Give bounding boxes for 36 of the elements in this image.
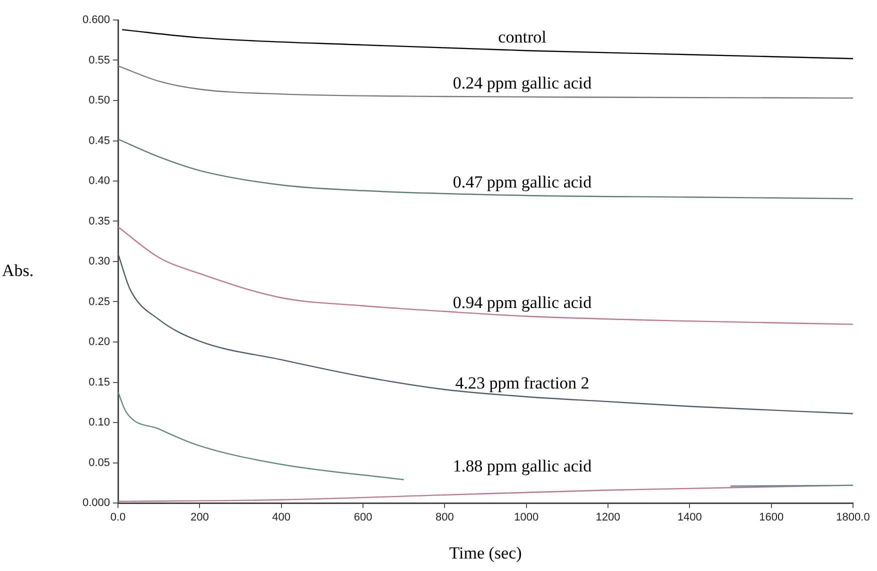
line-series (121, 29, 853, 60)
line-series (118, 252, 853, 414)
series-label: control (498, 28, 547, 47)
y-tick-label: 0.40 (88, 175, 110, 188)
x-tick-label: 1000 (514, 512, 539, 524)
y-tick-label: 0.35 (88, 215, 110, 228)
text: 1.88 ppm gallic acid (452, 456, 592, 476)
x-tick-label: 1600 (759, 512, 784, 524)
x-axis-title: Time (sec) (449, 543, 522, 562)
x-tick-label: 200 (190, 512, 209, 524)
y-tick-label: 0.45 (88, 134, 110, 147)
series-label: 0.94 ppm gallic acid (452, 293, 592, 312)
x-tick-label: 800 (435, 512, 454, 524)
y-tick-label: 0.20 (88, 336, 110, 348)
x-tick-label: 0.0 (110, 512, 126, 524)
series-label: 0.47 ppm gallic acid (452, 172, 592, 192)
line-series (118, 226, 853, 325)
series-label: 4.23 ppm fraction 2 (455, 374, 590, 393)
y-tick-label: 0.000 (82, 497, 110, 510)
y-tick-label: 0.25 (88, 296, 110, 308)
y-tick-label: 0.600 (82, 14, 110, 26)
y-tick-label: 0.30 (88, 256, 110, 268)
y-tick-label: 0.10 (88, 416, 110, 429)
y-axis-title: Abs. (2, 260, 34, 280)
y-tick-label: 0.15 (88, 376, 110, 388)
x-tick-label: 400 (272, 512, 291, 524)
series-label: 0.24 ppm gallic acid (452, 73, 592, 92)
x-tick-label: 1800.0 (836, 512, 870, 524)
x-tick-label: 1400 (677, 512, 702, 524)
y-tick-label: 0.50 (88, 94, 110, 107)
y-tick-label: 0.55 (88, 54, 110, 66)
x-tick-label: 1200 (596, 512, 620, 524)
line-series (118, 65, 853, 99)
y-tick-label: 0.05 (88, 456, 110, 469)
line-series (118, 138, 853, 200)
x-tick-label: 600 (354, 512, 372, 524)
